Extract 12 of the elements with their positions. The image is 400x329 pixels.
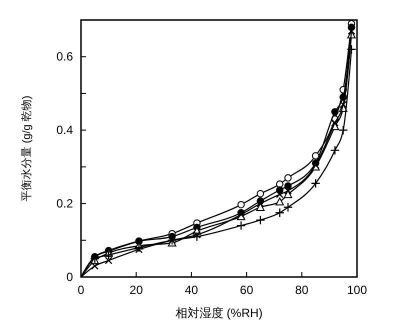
x-tick-label: 60	[240, 283, 254, 297]
y-tick-label: 0	[66, 270, 74, 284]
x-tick-label: 20	[130, 283, 144, 297]
x-tick-label: 0	[78, 283, 85, 297]
x-tick-label: 40	[184, 283, 198, 297]
y-axis-title: 平衡水分量 (g/g 乾物)	[20, 96, 33, 202]
y-tick-label: 0.6	[56, 50, 74, 64]
x-tick-label: 100	[346, 283, 368, 297]
x-axis-title: 相対湿度 (%RH)	[175, 306, 263, 320]
y-tick-label: 0.4	[56, 123, 74, 138]
y-tick-label: 0.2	[56, 196, 74, 211]
x-tick-label: 80	[295, 283, 309, 297]
